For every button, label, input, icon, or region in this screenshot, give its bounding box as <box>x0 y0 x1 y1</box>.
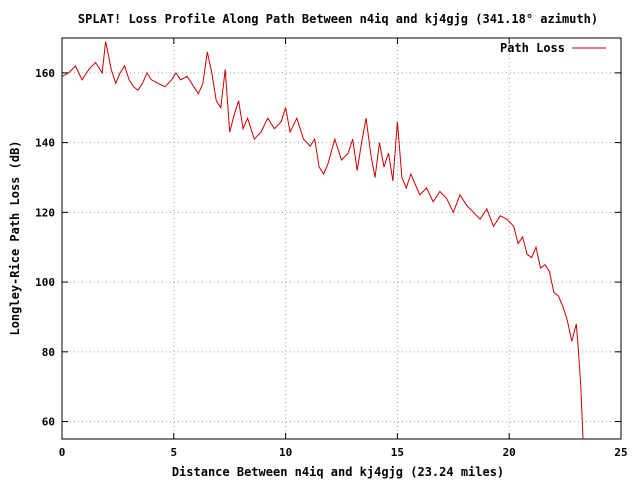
x-tick-label: 10 <box>279 446 292 459</box>
x-tick-label: 15 <box>391 446 404 459</box>
path-loss-line <box>61 41 584 440</box>
y-tick-label: 160 <box>35 67 55 80</box>
y-tick-label: 140 <box>35 137 55 150</box>
grid <box>62 38 621 439</box>
x-tick-label: 25 <box>614 446 627 459</box>
x-tick-label: 5 <box>170 446 177 459</box>
x-tick-label: 0 <box>59 446 66 459</box>
plot-frame <box>61 37 622 440</box>
x-tick-label: 20 <box>503 446 516 459</box>
legend-label-path-loss: Path Loss <box>500 41 565 55</box>
chart-title: SPLAT! Loss Profile Along Path Between n… <box>78 12 598 26</box>
y-tick-label: 80 <box>42 346 55 359</box>
y-tick-label: 60 <box>42 416 55 429</box>
legend: Path Loss <box>500 41 606 55</box>
x-axis-label: Distance Between n4iq and kj4gjg (23.24 … <box>172 465 504 479</box>
axis-ticks: 0 5 10 15 20 25 60 80 100 120 140 160 <box>35 38 628 459</box>
y-tick-label: 100 <box>35 276 55 289</box>
y-tick-label: 120 <box>35 206 55 219</box>
y-axis-label: Longley-Rice Path Loss (dB) <box>8 140 22 335</box>
